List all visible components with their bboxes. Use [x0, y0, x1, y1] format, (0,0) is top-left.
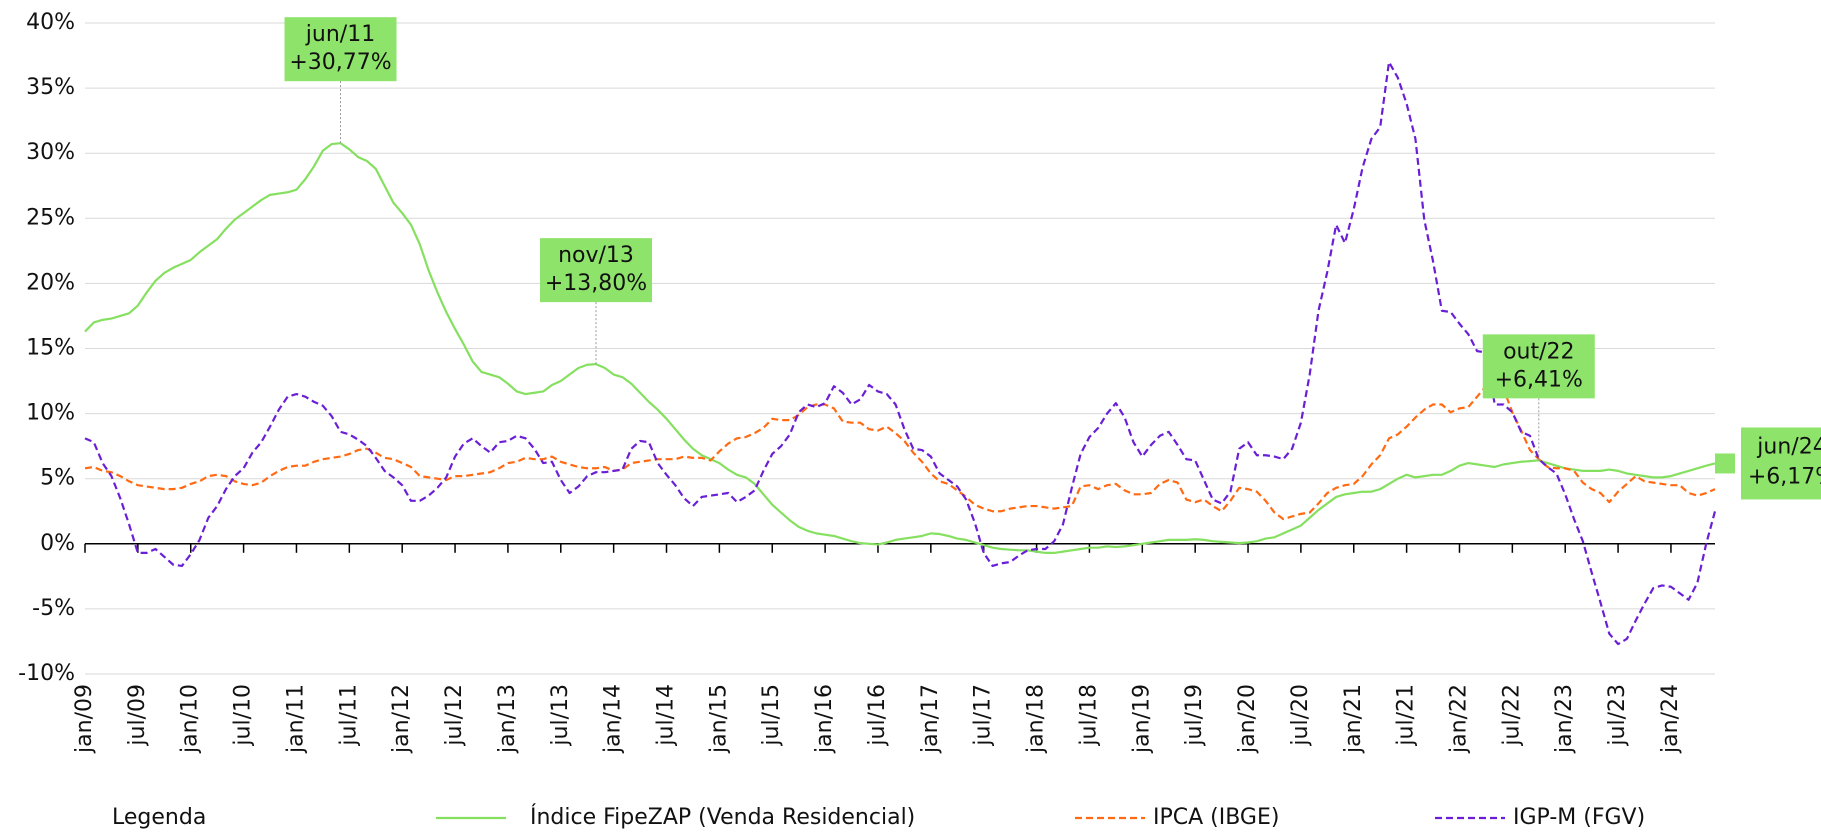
legend-title: Legenda: [112, 805, 206, 830]
x-tick-label: jan/16: [812, 684, 837, 754]
y-tick-label: 15%: [26, 336, 75, 361]
x-tick-label: jan/19: [1129, 684, 1154, 754]
x-tick-label: jul/11: [336, 684, 361, 747]
x-tick-label: jul/09: [125, 684, 150, 747]
x-tick-label: jul/18: [1076, 684, 1101, 747]
y-tick-label: 40%: [26, 10, 75, 35]
annotation-box: [284, 17, 397, 82]
annotation-date: jun/11: [305, 22, 375, 47]
annotation: out/22 +6,41%: [1482, 334, 1595, 461]
x-tick-label: jul/21: [1394, 684, 1419, 747]
annotation-marker: [1715, 453, 1735, 474]
y-tick-label: -5%: [32, 596, 75, 621]
annotation-label: +30,77%: [289, 50, 391, 75]
annotation-label: +6,17%: [1748, 464, 1821, 489]
x-tick-label: jan/12: [389, 684, 414, 754]
series-line: [84, 142, 1716, 555]
annotation-box: [1482, 334, 1595, 399]
x-tick-label: jul/19: [1182, 684, 1207, 747]
annotation: jun/24 +6,17%: [1715, 427, 1821, 500]
legend-label: Índice FipeZAP (Venda Residencial): [530, 804, 915, 830]
annotation-label: +13,80%: [545, 271, 647, 296]
x-tick-label: jan/20: [1235, 684, 1260, 754]
annotation: jun/11 +30,77%: [284, 17, 397, 144]
x-tick-label: jan/13: [495, 684, 520, 754]
annotation: nov/13 +13,80%: [540, 238, 653, 365]
y-tick-label: 20%: [26, 270, 75, 295]
y-tick-label: 25%: [26, 205, 75, 230]
legend-label: IGP-M (FGV): [1513, 805, 1645, 830]
x-tick-label: jul/20: [1288, 684, 1313, 747]
x-tick-label: jan/15: [706, 684, 731, 754]
x-tick-label: jan/18: [1024, 684, 1049, 754]
x-tick-label: jul/15: [759, 684, 784, 747]
x-tick-label: jan/17: [918, 684, 943, 754]
annotation-box: [1741, 427, 1821, 500]
x-tick-label: jan/09: [72, 684, 97, 754]
x-tick-label: jan/22: [1446, 684, 1471, 754]
x-tick-label: jan/21: [1341, 684, 1366, 754]
x-tick-label: jul/22: [1499, 684, 1524, 747]
y-tick-label: 10%: [26, 401, 75, 426]
legend-label: IPCA (IBGE): [1153, 805, 1279, 830]
x-tick-label: jul/23: [1605, 684, 1630, 747]
x-tick-label: jan/23: [1552, 684, 1577, 754]
x-tick-label: jul/12: [442, 684, 467, 747]
x-tick-label: jul/14: [654, 684, 679, 747]
annotation-date: nov/13: [558, 243, 634, 268]
x-tick-label: jan/10: [178, 684, 203, 754]
y-tick-label: -10%: [18, 661, 75, 686]
y-tick-label: 0%: [40, 531, 75, 556]
annotation-label: +6,41%: [1495, 367, 1583, 392]
x-tick-label: jan/11: [283, 684, 308, 754]
x-tick-label: jul/16: [865, 684, 890, 747]
series-line: [84, 60, 1717, 646]
annotation-date: out/22: [1503, 339, 1574, 364]
y-tick-label: 30%: [26, 140, 75, 165]
x-tick-label: jul/17: [971, 684, 996, 747]
x-tick-label: jul/13: [548, 684, 573, 747]
annotation-date: jun/24: [1756, 434, 1821, 459]
x-tick-label: jan/14: [601, 684, 626, 754]
annotation-box: [540, 238, 653, 303]
x-tick-label: jul/10: [231, 684, 256, 747]
x-tick-label: jan/24: [1658, 684, 1683, 754]
y-tick-label: 35%: [26, 75, 75, 100]
y-tick-label: 5%: [40, 466, 75, 491]
series-line: [84, 385, 1716, 521]
